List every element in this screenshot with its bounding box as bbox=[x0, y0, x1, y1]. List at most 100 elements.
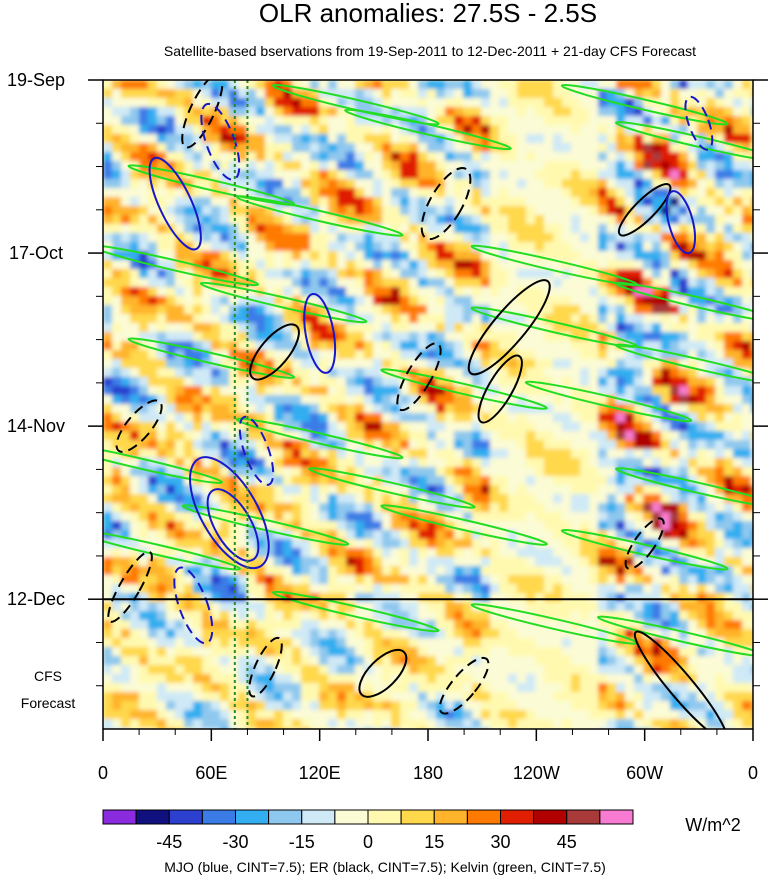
field-cell bbox=[148, 305, 158, 315]
field-cell bbox=[157, 233, 167, 243]
field-cell bbox=[355, 485, 365, 495]
field-cell bbox=[103, 566, 113, 576]
field-cell bbox=[283, 647, 293, 657]
field-cell bbox=[643, 521, 653, 531]
field-cell bbox=[274, 404, 284, 414]
field-cell bbox=[616, 692, 626, 702]
field-cell bbox=[499, 287, 509, 297]
field-cell bbox=[166, 710, 176, 720]
field-cell bbox=[346, 710, 356, 720]
field-cell bbox=[121, 233, 131, 243]
field-cell bbox=[715, 233, 725, 243]
field-cell bbox=[346, 80, 356, 90]
field-cell bbox=[184, 368, 194, 378]
field-cell bbox=[526, 467, 536, 477]
field-cell bbox=[481, 296, 491, 306]
field-cell bbox=[490, 296, 500, 306]
field-cell bbox=[436, 269, 446, 279]
field-cell bbox=[481, 503, 491, 513]
field-cell bbox=[625, 188, 635, 198]
field-cell bbox=[598, 332, 608, 342]
field-cell bbox=[130, 359, 140, 369]
field-cell bbox=[130, 557, 140, 567]
field-cell bbox=[292, 224, 302, 234]
field-cell bbox=[535, 233, 545, 243]
field-cell bbox=[283, 269, 293, 279]
field-cell bbox=[481, 692, 491, 702]
field-cell bbox=[256, 206, 266, 216]
field-cell bbox=[409, 575, 419, 585]
field-cell bbox=[355, 395, 365, 405]
field-cell bbox=[427, 314, 437, 324]
field-cell bbox=[670, 116, 680, 126]
field-cell bbox=[121, 386, 131, 396]
field-cell bbox=[184, 611, 194, 621]
field-cell bbox=[112, 89, 122, 99]
field-cell bbox=[166, 296, 176, 306]
field-cell bbox=[130, 431, 140, 441]
field-cell bbox=[256, 566, 266, 576]
field-cell bbox=[256, 305, 266, 315]
field-cell bbox=[490, 260, 500, 270]
field-cell bbox=[319, 332, 329, 342]
field-cell bbox=[652, 143, 662, 153]
field-cell bbox=[337, 224, 347, 234]
field-cell bbox=[562, 89, 572, 99]
field-cell bbox=[292, 656, 302, 666]
field-cell bbox=[265, 620, 275, 630]
field-cell bbox=[310, 287, 320, 297]
field-cell bbox=[445, 692, 455, 702]
field-cell bbox=[643, 314, 653, 324]
field-cell bbox=[202, 404, 212, 414]
field-cell bbox=[346, 107, 356, 117]
field-cell bbox=[598, 377, 608, 387]
field-cell bbox=[130, 152, 140, 162]
field-cell bbox=[337, 89, 347, 99]
field-cell bbox=[661, 314, 671, 324]
field-cell bbox=[544, 242, 554, 252]
field-cell bbox=[481, 350, 491, 360]
field-cell bbox=[517, 521, 527, 531]
field-cell bbox=[481, 602, 491, 612]
field-cell bbox=[445, 251, 455, 261]
field-cell bbox=[229, 260, 239, 270]
field-cell bbox=[634, 611, 644, 621]
field-cell bbox=[157, 278, 167, 288]
field-cell bbox=[274, 287, 284, 297]
field-cell bbox=[229, 584, 239, 594]
field-cell bbox=[670, 458, 680, 468]
field-cell bbox=[283, 404, 293, 414]
field-cell bbox=[706, 593, 716, 603]
field-cell bbox=[229, 80, 239, 90]
field-cell bbox=[373, 359, 383, 369]
field-cell bbox=[463, 89, 473, 99]
field-cell bbox=[544, 620, 554, 630]
field-cell bbox=[247, 485, 257, 495]
field-cell bbox=[175, 242, 185, 252]
field-cell bbox=[571, 548, 581, 558]
field-cell bbox=[625, 332, 635, 342]
field-cell bbox=[661, 188, 671, 198]
field-cell bbox=[274, 530, 284, 540]
field-cell bbox=[463, 260, 473, 270]
field-cell bbox=[535, 494, 545, 504]
field-cell bbox=[112, 431, 122, 441]
field-cell bbox=[112, 107, 122, 117]
field-cell bbox=[274, 611, 284, 621]
field-cell bbox=[319, 719, 329, 729]
field-cell bbox=[427, 98, 437, 108]
field-cell bbox=[706, 494, 716, 504]
field-cell bbox=[571, 98, 581, 108]
field-cell bbox=[634, 458, 644, 468]
field-cell bbox=[697, 647, 707, 657]
field-cell bbox=[175, 467, 185, 477]
field-cell bbox=[328, 125, 338, 135]
field-cell bbox=[373, 575, 383, 585]
field-cell bbox=[175, 710, 185, 720]
field-cell bbox=[337, 404, 347, 414]
field-cell bbox=[562, 710, 572, 720]
field-cell bbox=[454, 134, 464, 144]
field-cell bbox=[526, 359, 536, 369]
field-cell bbox=[643, 107, 653, 117]
field-cell bbox=[265, 215, 275, 225]
